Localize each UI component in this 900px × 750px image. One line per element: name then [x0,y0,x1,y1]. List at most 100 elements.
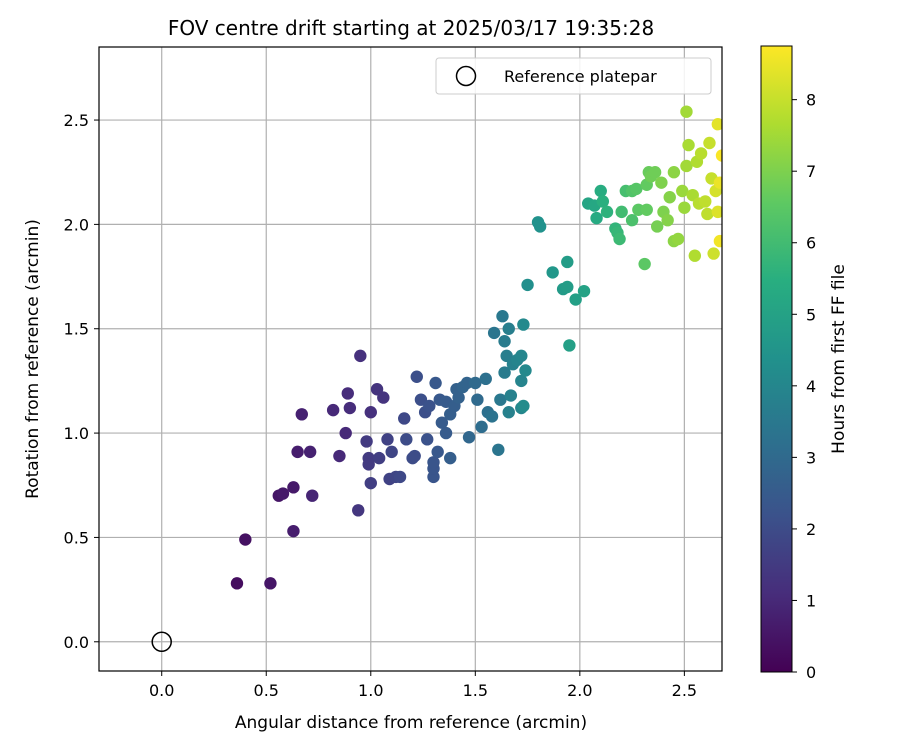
colorbar-tick-label: 0 [806,663,816,682]
data-point [264,577,277,590]
chart-title: FOV centre drift starting at 2025/03/17 … [168,16,654,40]
data-point [393,470,407,484]
data-point [444,451,457,465]
data-point [699,195,712,208]
data-point [682,138,695,152]
data-point [546,266,559,279]
data-point [596,195,610,208]
data-point [360,435,373,448]
colorbar-tick-label: 5 [806,305,816,324]
data-point [287,524,300,538]
data-point [663,191,676,204]
data-point [295,408,308,421]
data-point [421,433,434,446]
data-point [291,445,304,459]
legend: Reference platepar [435,57,712,95]
data-point [701,207,714,221]
data-point [625,214,639,227]
data-point [485,410,499,423]
colorbar-tick-label: 1 [806,591,816,610]
data-point [471,393,484,406]
data-point [469,376,482,390]
colorbar-tick-label: 3 [806,448,816,467]
reference-layer [151,631,172,653]
data-point [475,420,488,434]
data-point [431,445,444,459]
data-point [410,370,423,383]
data-point [515,374,528,388]
data-point [680,105,693,118]
data-point [515,349,528,363]
x-axis-label: Angular distance from reference (arcmin) [235,713,587,733]
data-point [400,433,413,446]
data-point [613,232,626,246]
data-point [638,257,651,271]
data-point [519,364,532,377]
data-point [502,322,515,335]
data-point [427,456,440,469]
x-tick-label: 0.0 [149,681,174,700]
data-point [354,349,367,363]
data-point [352,504,365,517]
x-tick-label: 2.0 [567,681,592,700]
legend-label: Reference platepar [504,67,657,86]
data-point [667,166,681,179]
data-point [372,451,386,465]
data-point [676,184,689,198]
data-point [640,203,653,216]
y-tick-label: 1.0 [64,424,89,443]
data-point [594,184,607,198]
data-point [343,401,357,415]
data-point [341,387,354,400]
reference-marker [151,631,172,653]
data-point [479,372,492,386]
data-point [713,176,722,189]
colorbar-tick-label: 4 [806,377,816,396]
data-point [671,232,685,246]
data-point [287,481,300,494]
data-point [561,280,574,294]
data-point [630,182,643,196]
data-point [498,366,511,379]
x-tick-label: 1.5 [463,681,488,700]
data-point [339,426,352,440]
data-point [504,389,518,402]
data-point [600,205,614,219]
data-point [398,412,411,425]
data-point [230,577,244,590]
data-point [521,278,534,292]
data-point [678,201,691,214]
scatter-points [230,105,722,590]
data-point [498,335,511,348]
y-axis-ticks: 0.0 0.5 1.0 1.5 2.0 2.5 [64,111,99,652]
colorbar-tick-label: 8 [806,91,816,110]
data-point [306,489,319,502]
data-point [561,255,574,269]
legend-marker-icon [455,65,477,87]
data-point [688,249,702,262]
x-axis-ticks: 0.0 0.5 1.0 1.5 2.0 2.5 [149,671,697,700]
data-point [711,205,722,219]
legend-box [435,57,712,95]
data-point [590,211,603,225]
data-point [429,376,442,390]
data-point [563,339,576,352]
data-point [333,449,346,463]
data-point [707,247,720,260]
colorbar-gradient [760,45,793,673]
data-point [711,118,722,131]
data-point [492,443,505,456]
data-point [381,433,394,446]
data-point [502,406,515,419]
colorbar: 0 1 2 3 4 5 6 7 8 Hours from first FF file [760,45,849,682]
data-point [577,284,591,298]
colorbar-tick-label: 2 [806,520,816,539]
data-point [239,533,252,546]
data-point [655,176,668,189]
data-point [615,205,628,219]
data-point [377,391,390,404]
y-tick-label: 0.0 [64,633,89,652]
data-point [715,149,722,162]
x-tick-label: 0.5 [254,681,279,700]
